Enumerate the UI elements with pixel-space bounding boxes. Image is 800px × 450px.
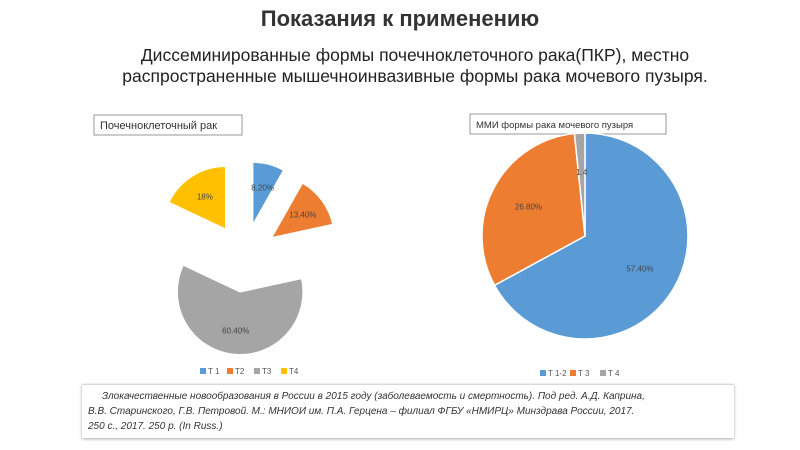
chart-2-data-label-t-1-2: 57.40% [626, 265, 653, 274]
citation-line-1: Злокачественные новообразования в России… [102, 391, 645, 402]
subtitle-line-2: распространенные мышечноинвазивные формы… [122, 66, 708, 86]
bladder-pie-chart: ММИ формы рака мочевого пузыря 57.40% 26.8… [440, 108, 740, 383]
chart-1-legend-label-t-1: T 1 [208, 367, 220, 376]
citation-line-2: В.В. Старинского, Г.В. Петровой. М.: МНИ… [88, 406, 635, 417]
chart-1-slice-t3 [176, 263, 304, 356]
chart-1-title: Почечноклеточный рак [100, 120, 217, 132]
chart-1-legend-swatch-t3 [254, 368, 260, 374]
chart-2-slice-t-4 [573, 132, 586, 237]
citation-line-3: 250 с., 2017. 250 p. (In Russ.) [88, 421, 223, 432]
chart-1-legend-label-t3: T3 [262, 367, 272, 376]
chart-2-data-label-t-4: 1.4 [576, 168, 588, 177]
chart-2-legend-swatch-t-3 [570, 370, 576, 376]
chart-1-slice-t2 [269, 181, 334, 239]
chart-1-legend-swatch-t2 [227, 368, 233, 374]
chart-1-data-label-t3: 60.40% [222, 327, 249, 336]
chart-2-slice-t-3 [481, 132, 586, 287]
chart-1-legend-label-t2: T2 [235, 367, 245, 376]
chart-1-legend-swatch-t-1 [200, 368, 206, 374]
slide-title: Показания к применению [260, 6, 540, 31]
chart-2-data-label-t-3: 26.80% [515, 202, 542, 211]
chart-2-legend-label-t-1-2: T 1-2 [548, 369, 567, 378]
citation-box: Злокачественные новообразования в России… [82, 384, 734, 438]
chart-1-data-label-t-1: 8.20% [251, 183, 274, 192]
chart-1-legend-label-t4: T4 [289, 367, 299, 376]
rcc-pie-chart: Почечноклеточный рак 8.20% 13.40% 60.40% 18%… [80, 108, 350, 383]
chart-2-legend-swatch-t-4 [600, 370, 606, 376]
chart-1-slice-t-1 [251, 161, 285, 228]
chart-1-slice-t4 [167, 165, 227, 231]
chart-1-data-label-t2: 13.40% [289, 211, 316, 220]
chart-2-legend-label-t-3: T 3 [578, 369, 590, 378]
chart-2-legend-swatch-t-1-2 [540, 370, 546, 376]
chart-2-legend-label-t-4: T 4 [608, 369, 620, 378]
chart-1-title-box [93, 114, 243, 136]
slide-subtitle: Диссеминированные формы почечноклеточног… [60, 45, 770, 87]
chart-1-data-label-t4: 18% [197, 192, 213, 201]
subtitle-line-1: Диссеминированные формы почечноклеточног… [140, 45, 690, 65]
chart-2-title: ММИ формы рака мочевого пузыря [476, 120, 633, 131]
chart-1-legend-swatch-t4 [281, 368, 287, 374]
chart-2-slice-t-1-2 [493, 132, 689, 340]
